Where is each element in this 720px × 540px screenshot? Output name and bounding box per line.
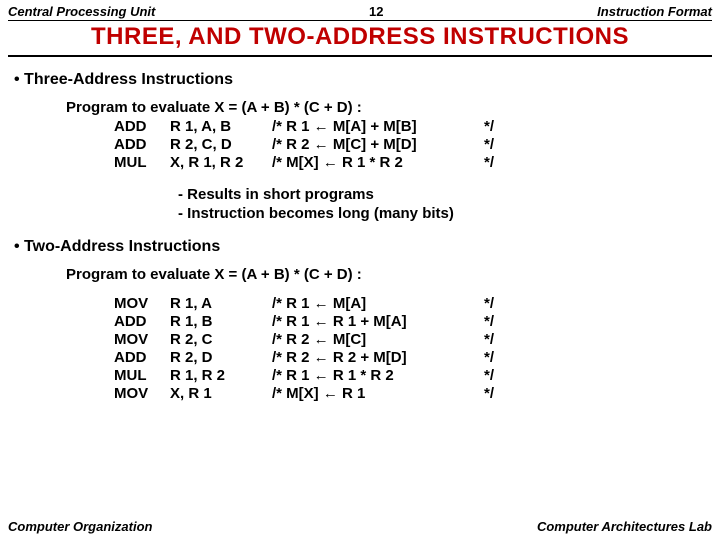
opcode: ADD xyxy=(108,118,164,136)
comment: /* R 1 ← R 1 * R 2 xyxy=(266,367,478,385)
header-row: Central Processing Unit 12 Instruction F… xyxy=(8,4,712,21)
comment-end: */ xyxy=(478,313,500,331)
table-row: MOV R 2, C /* R 2 ← M[C] */ xyxy=(108,331,500,349)
table-row: MOV X, R 1 /* M[X] ← R 1 */ xyxy=(108,385,500,403)
note-line-2: - Instruction becomes long (many bits) xyxy=(178,205,712,224)
table-row: ADD R 1, B /* R 1 ← R 1 + M[A] */ xyxy=(108,313,500,331)
operands: R 2, D xyxy=(164,349,266,367)
table-row: MUL X, R 1, R 2 /* M[X] ← R 1 * R 2 */ xyxy=(108,154,500,172)
opcode: ADD xyxy=(108,313,164,331)
opcode: ADD xyxy=(108,349,164,367)
note-line-1: - Results in short programs xyxy=(178,186,712,205)
three-notes: - Results in short programs - Instructio… xyxy=(178,186,712,224)
opcode: ADD xyxy=(108,136,164,154)
operands: X, R 1, R 2 xyxy=(164,154,266,172)
operands: R 1, B xyxy=(164,313,266,331)
operands: R 2, C, D xyxy=(164,136,266,154)
comment: /* M[X] ← R 1 * R 2 xyxy=(266,154,478,172)
comment-end: */ xyxy=(478,295,500,313)
table-row: MOV R 1, A /* R 1 ← M[A] */ xyxy=(108,295,500,313)
operands: X, R 1 xyxy=(164,385,266,403)
header-left: Central Processing Unit xyxy=(8,4,155,19)
comment-end: */ xyxy=(478,136,500,154)
slide: Central Processing Unit 12 Instruction F… xyxy=(0,0,720,540)
table-row: ADD R 2, C, D /* R 2 ← M[C] + M[D] */ xyxy=(108,136,500,154)
two-intro: Program to evaluate X = (A + B) * (C + D… xyxy=(66,266,712,283)
three-intro: Program to evaluate X = (A + B) * (C + D… xyxy=(66,99,712,116)
opcode: MOV xyxy=(108,385,164,403)
footer-right: Computer Architectures Lab xyxy=(537,519,712,534)
opcode: MUL xyxy=(108,367,164,385)
opcode: MUL xyxy=(108,154,164,172)
comment-end: */ xyxy=(478,331,500,349)
two-heading: • Two-Address Instructions xyxy=(14,238,712,256)
comment: /* M[X] ← R 1 xyxy=(266,385,478,403)
comment: /* R 1 ← R 1 + M[A] xyxy=(266,313,478,331)
comment-end: */ xyxy=(478,349,500,367)
operands: R 1, A, B xyxy=(164,118,266,136)
comment-end: */ xyxy=(478,154,500,172)
page-title: THREE, AND TWO-ADDRESS INSTRUCTIONS xyxy=(8,23,712,57)
table-row: MUL R 1, R 2 /* R 1 ← R 1 * R 2 */ xyxy=(108,367,500,385)
three-heading: • Three-Address Instructions xyxy=(14,71,712,89)
comment: /* R 1 ← M[A] + M[B] xyxy=(266,118,478,136)
footer-row: Computer Organization Computer Architect… xyxy=(8,519,712,534)
header-right: Instruction Format xyxy=(597,4,712,19)
comment: /* R 2 ← R 2 + M[D] xyxy=(266,349,478,367)
operands: R 1, A xyxy=(164,295,266,313)
page-number: 12 xyxy=(369,4,383,19)
comment: /* R 2 ← M[C] + M[D] xyxy=(266,136,478,154)
table-row: ADD R 2, D /* R 2 ← R 2 + M[D] */ xyxy=(108,349,500,367)
comment: /* R 2 ← M[C] xyxy=(266,331,478,349)
comment: /* R 1 ← M[A] xyxy=(266,295,478,313)
table-row: ADD R 1, A, B /* R 1 ← M[A] + M[B] */ xyxy=(108,118,500,136)
footer-left: Computer Organization xyxy=(8,519,152,534)
two-code-table: MOV R 1, A /* R 1 ← M[A] */ ADD R 1, B /… xyxy=(108,295,500,403)
opcode: MOV xyxy=(108,295,164,313)
opcode: MOV xyxy=(108,331,164,349)
comment-end: */ xyxy=(478,385,500,403)
operands: R 2, C xyxy=(164,331,266,349)
operands: R 1, R 2 xyxy=(164,367,266,385)
comment-end: */ xyxy=(478,118,500,136)
comment-end: */ xyxy=(478,367,500,385)
three-code-table: ADD R 1, A, B /* R 1 ← M[A] + M[B] */ AD… xyxy=(108,118,500,172)
